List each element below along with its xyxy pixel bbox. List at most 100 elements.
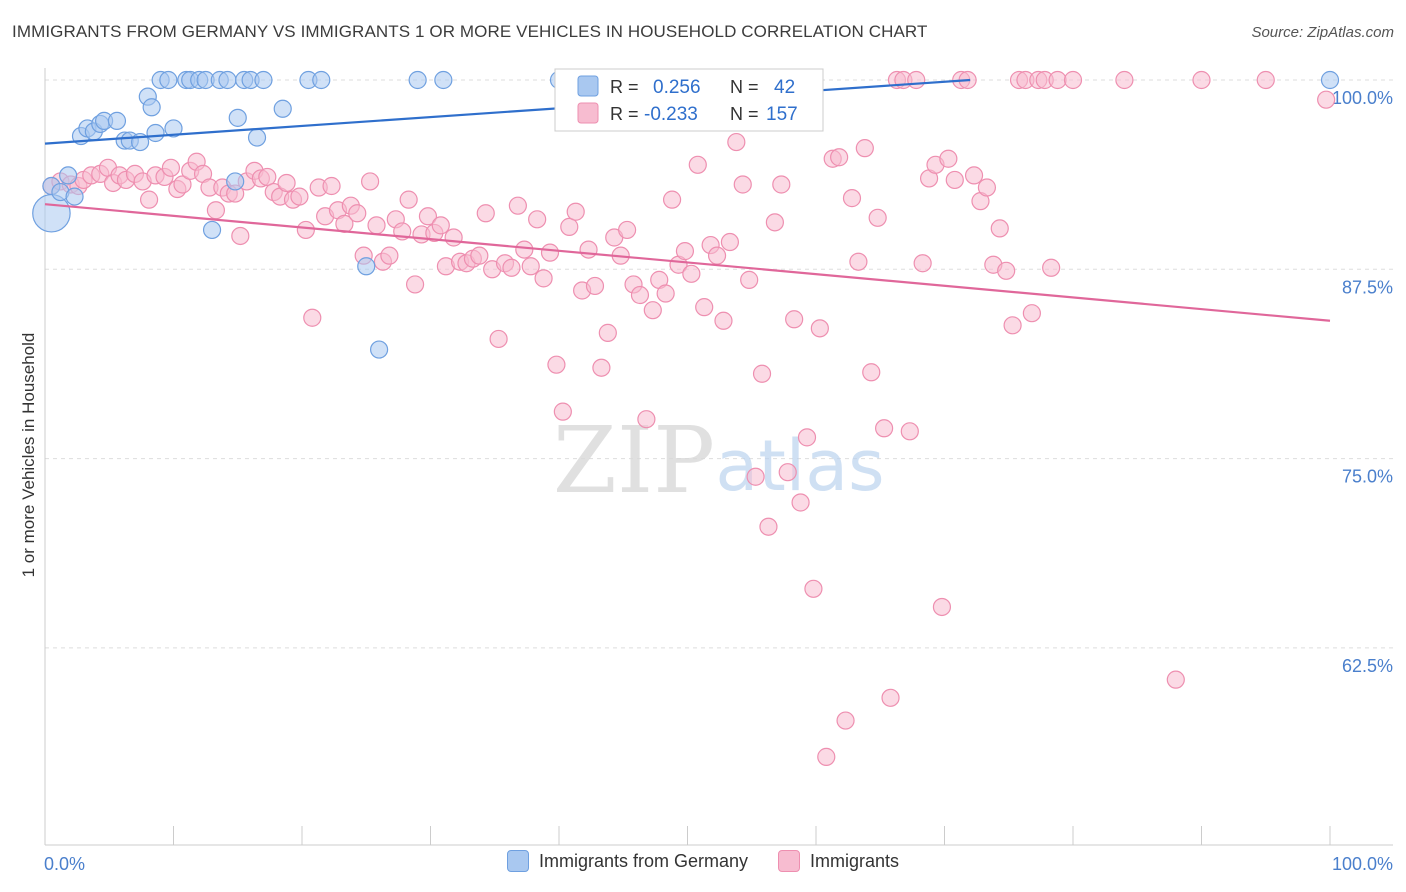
legend-n-label-1: N = bbox=[730, 77, 759, 97]
immigrants-point-143 bbox=[977, 178, 997, 197]
immigrants-point-76 bbox=[547, 355, 566, 374]
immigrants-point-70 bbox=[508, 196, 527, 215]
germany-point-41 bbox=[1320, 70, 1340, 90]
immigrants-point-94 bbox=[662, 190, 682, 209]
immigrants-point-112 bbox=[778, 463, 797, 482]
immigrants-point-101 bbox=[707, 246, 727, 265]
immigrants-point-93 bbox=[656, 284, 675, 303]
immigrants-point-132 bbox=[907, 70, 926, 90]
immigrants-point-136 bbox=[932, 597, 952, 617]
immigrants-point-126 bbox=[868, 208, 887, 227]
immigrants-point-157 bbox=[1166, 670, 1185, 689]
immigrants-point-146 bbox=[997, 261, 1016, 280]
source-label: Source: ZipAtlas.com bbox=[1251, 24, 1394, 41]
immigrants-point-128 bbox=[881, 688, 900, 707]
legend-r-value-1: 0.256 bbox=[653, 77, 701, 98]
immigrants-point-103 bbox=[720, 232, 740, 252]
germany-point-26 bbox=[218, 70, 237, 90]
germany-point-39 bbox=[434, 70, 453, 90]
immigrants-point-67 bbox=[489, 329, 508, 349]
immigrants-point-77 bbox=[553, 402, 572, 421]
immigrants-point-38 bbox=[303, 308, 322, 327]
immigrants-point-104 bbox=[727, 132, 746, 152]
legend-label-germany: Immigrants from Germany bbox=[538, 850, 749, 871]
immigrants-point-127 bbox=[875, 419, 894, 438]
immigrants-point-47 bbox=[361, 172, 380, 191]
immigrants-point-108 bbox=[752, 364, 772, 383]
stats-legend: R = 0.256 N = 42 R = -0.233 N = 157 bbox=[554, 68, 824, 132]
immigrants-point-123 bbox=[849, 252, 868, 271]
immigrants-point-48 bbox=[367, 216, 386, 235]
immigrants-point-110 bbox=[765, 213, 784, 232]
immigrants-point-18 bbox=[173, 175, 192, 194]
immigrants-point-89 bbox=[630, 285, 650, 305]
germany-point-28 bbox=[228, 108, 247, 127]
germany-point-35 bbox=[312, 70, 331, 90]
immigrants-point-99 bbox=[695, 298, 714, 317]
legend-swatch-pink bbox=[577, 102, 599, 124]
legend-swatch-blue bbox=[577, 75, 599, 97]
germany-point-37 bbox=[370, 340, 389, 359]
y-tick-label-2: 75.0% bbox=[1342, 467, 1393, 487]
germany-point-3 bbox=[59, 166, 78, 185]
trend-line-germany bbox=[44, 78, 971, 145]
immigrants-point-145 bbox=[990, 219, 1009, 238]
legend-r-label-1: R = bbox=[610, 77, 639, 97]
immigrants-point-158 bbox=[1192, 70, 1211, 90]
immigrants-point-122 bbox=[842, 189, 862, 208]
immigrants-point-113 bbox=[785, 310, 804, 329]
immigrants-point-60 bbox=[444, 228, 463, 247]
germany-point-38 bbox=[408, 70, 427, 90]
immigrants-point-121 bbox=[836, 711, 855, 730]
trend-line-immigrants bbox=[44, 203, 1331, 322]
y-tick-label-3: 62.5% bbox=[1342, 656, 1393, 676]
immigrants-point-54 bbox=[405, 275, 425, 294]
immigrants-point-98 bbox=[688, 155, 707, 174]
y-tick-label-0: 100.0% bbox=[1332, 88, 1393, 108]
legend-label-immigrants: Immigrants bbox=[810, 850, 900, 871]
germany-point-33 bbox=[273, 99, 292, 118]
germany-point-32 bbox=[254, 70, 273, 90]
immigrants-point-109 bbox=[759, 517, 778, 536]
x-tick-label-right: 100.0% bbox=[1332, 854, 1393, 874]
immigrants-point-37 bbox=[296, 220, 315, 240]
immigrants-point-105 bbox=[733, 175, 752, 194]
immigrants-point-116 bbox=[804, 579, 823, 598]
immigrants-point-75 bbox=[540, 243, 560, 262]
germany-point-15 bbox=[142, 98, 161, 117]
immigrants-point-72 bbox=[521, 257, 540, 276]
immigrants-point-83 bbox=[592, 358, 611, 377]
immigrants-point-141 bbox=[964, 166, 984, 185]
immigrants-point-87 bbox=[618, 220, 637, 240]
legend-r-value-2: -0.233 bbox=[644, 104, 698, 125]
immigrants-point-82 bbox=[585, 276, 605, 296]
y-tick-label-1: 87.5% bbox=[1342, 277, 1393, 297]
immigrants-point-102 bbox=[714, 311, 733, 330]
immigrants-point-124 bbox=[855, 139, 874, 158]
immigrants-point-79 bbox=[566, 202, 585, 221]
germany-point-24 bbox=[202, 220, 222, 240]
immigrants-point-125 bbox=[862, 363, 881, 382]
immigrants-point-36 bbox=[290, 187, 309, 206]
immigrants-point-159 bbox=[1256, 70, 1275, 90]
immigrants-point-117 bbox=[810, 319, 829, 338]
germany-point-16 bbox=[146, 123, 165, 143]
immigrants-point-118 bbox=[817, 747, 836, 766]
immigrants-point-69 bbox=[502, 258, 521, 277]
immigrants-point-16 bbox=[161, 158, 181, 177]
immigrants-point-154 bbox=[1048, 70, 1067, 90]
immigrants-point-147 bbox=[1003, 316, 1022, 335]
immigrants-point-156 bbox=[1115, 70, 1134, 90]
series-immigrants-from-germany bbox=[32, 70, 1340, 359]
immigrants-point-106 bbox=[740, 270, 759, 289]
germany-point-10 bbox=[107, 111, 127, 130]
germany-point-36 bbox=[357, 257, 376, 276]
immigrants-point-96 bbox=[675, 242, 695, 261]
immigrants-point-74 bbox=[534, 269, 553, 288]
immigrants-point-27 bbox=[231, 226, 250, 246]
germany-point-27 bbox=[226, 172, 245, 191]
immigrants-point-84 bbox=[598, 323, 617, 342]
immigrants-point-120 bbox=[830, 148, 849, 167]
immigrants-point-45 bbox=[348, 204, 367, 223]
gridlines bbox=[45, 79, 1393, 649]
